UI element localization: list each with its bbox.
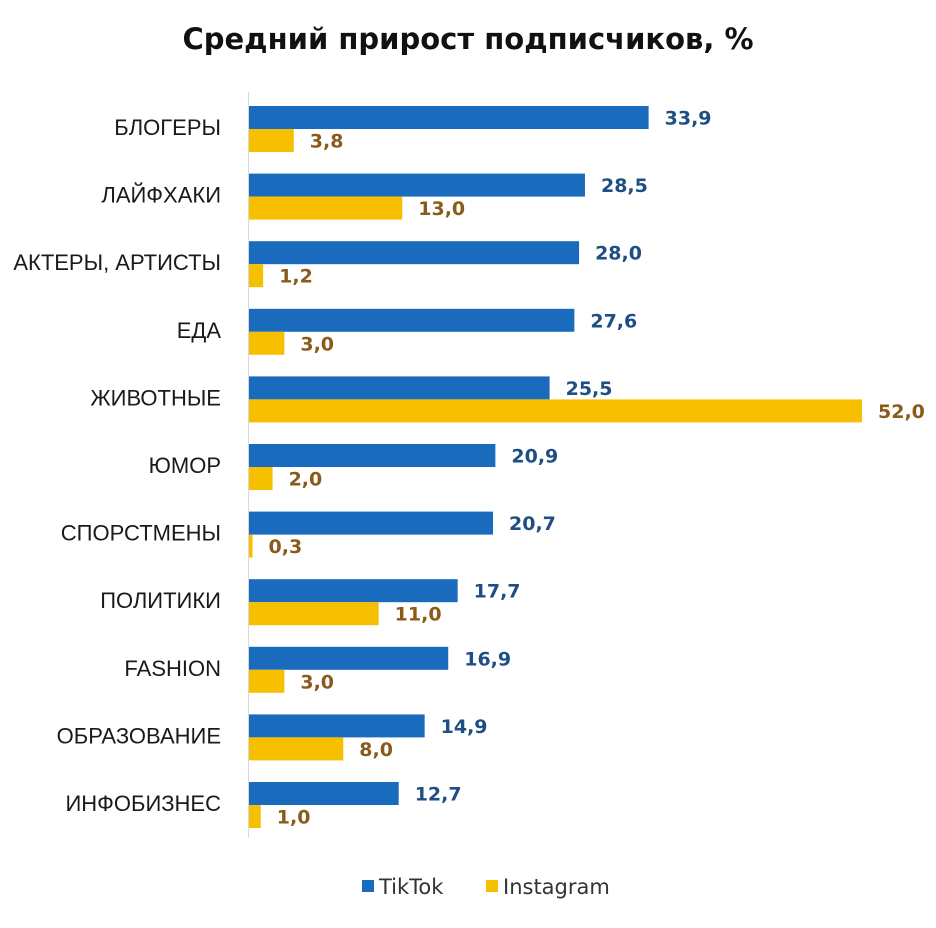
value-label-instagram: 8,0 <box>359 739 393 761</box>
bar-instagram <box>249 129 294 152</box>
bar-instagram <box>249 737 344 761</box>
value-label-instagram: 3,0 <box>300 671 334 693</box>
category-label: ПОЛИТИКИ <box>100 588 221 613</box>
bar-instagram <box>249 399 862 423</box>
bar-tiktok <box>249 106 649 129</box>
category-label: СПОРСТМЕНЫ <box>61 521 221 546</box>
value-label-tiktok: 16,9 <box>464 648 511 670</box>
legend-swatch-instagram <box>486 880 498 892</box>
bar-instagram <box>249 196 403 220</box>
chart-title: Средний прирост подписчиков, % <box>182 22 754 56</box>
bar-instagram <box>249 534 253 558</box>
category-label: ЮМОР <box>149 453 221 478</box>
category-label: FASHION <box>124 656 221 681</box>
bar-tiktok <box>249 511 494 535</box>
value-label-instagram: 3,8 <box>310 131 344 153</box>
bar-instagram <box>249 602 379 626</box>
value-label-tiktok: 27,6 <box>590 310 637 332</box>
value-label-tiktok: 12,7 <box>415 784 462 806</box>
value-label-tiktok: 28,0 <box>595 243 642 265</box>
legend-swatch-tiktok <box>362 880 374 892</box>
value-label-instagram: 52,0 <box>878 401 925 423</box>
value-label-tiktok: 14,9 <box>441 716 488 738</box>
bar-tiktok <box>249 714 425 738</box>
bar-tiktok <box>249 444 496 467</box>
bar-instagram <box>249 264 264 288</box>
value-label-instagram: 2,0 <box>289 469 323 491</box>
category-label: ЛАЙФХАКИ <box>101 183 221 208</box>
value-label-tiktok: 17,7 <box>474 581 521 603</box>
legend-label-instagram: Instagram <box>503 875 610 899</box>
bar-tiktok <box>249 376 550 400</box>
value-label-tiktok: 20,7 <box>509 513 556 535</box>
value-label-tiktok: 33,9 <box>665 108 712 130</box>
legend: TikTok Instagram <box>362 875 610 899</box>
value-label-instagram: 13,0 <box>418 198 465 220</box>
legend-label-tiktok: TikTok <box>378 875 444 899</box>
category-label: ЖИВОТНЫЕ <box>90 385 221 410</box>
bars-group: БЛОГЕРЫ 33,9 3,8 ЛАЙФХАКИ 28,5 13,0 АКТЕРЫ, АР… <box>13 106 925 829</box>
value-label-tiktok: 25,5 <box>566 378 613 400</box>
value-label-instagram: 0,3 <box>269 536 303 558</box>
value-label-instagram: 3,0 <box>300 333 334 355</box>
category-label: ЕДА <box>177 318 222 343</box>
bar-instagram <box>249 805 261 828</box>
value-label-instagram: 11,0 <box>395 604 442 626</box>
category-label: БЛОГЕРЫ <box>114 115 221 140</box>
value-label-instagram: 1,0 <box>277 807 311 829</box>
bar-tiktok <box>249 579 458 603</box>
category-label: АКТЕРЫ, АРТИСТЫ <box>13 250 221 275</box>
category-label: ОБРАЗОВАНИЕ <box>57 723 221 748</box>
bar-instagram <box>249 467 273 490</box>
value-label-tiktok: 28,5 <box>601 175 648 197</box>
bar-instagram <box>249 331 285 355</box>
bar-tiktok <box>249 308 575 332</box>
bar-tiktok <box>249 241 580 265</box>
value-label-instagram: 1,2 <box>279 266 313 288</box>
bar-tiktok <box>249 646 449 670</box>
value-label-tiktok: 20,9 <box>511 446 558 468</box>
category-label: ИНФОБИЗНЕС <box>65 791 221 816</box>
bar-tiktok <box>249 782 399 805</box>
bar-tiktok <box>249 173 585 197</box>
bar-instagram <box>249 669 285 693</box>
